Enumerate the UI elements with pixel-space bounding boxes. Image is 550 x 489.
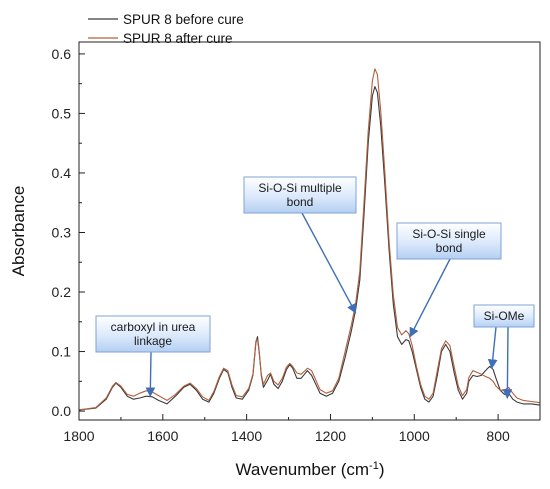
x-axis-title: Wavenumber (cm-1) <box>236 460 385 479</box>
callout-arrow <box>145 351 156 398</box>
series-line-after-cure <box>78 68 541 411</box>
legend-label-after-cure: SPUR 8 after cure <box>123 31 233 46</box>
x-axis-title-sup: -1 <box>369 460 379 472</box>
y-tick-label: 0.2 <box>52 284 72 300</box>
callout-arrow <box>301 212 357 314</box>
legend: SPUR 8 before cure SPUR 8 after cure <box>88 12 244 46</box>
y-tick-label: 0.1 <box>52 344 72 360</box>
callout-arrow <box>487 326 498 370</box>
x-tick-label: 1200 <box>315 428 346 444</box>
callout-si-ome: Si-OMe <box>473 304 535 399</box>
callout-arrow <box>502 326 513 399</box>
callout-box <box>243 176 357 214</box>
y-tick-label: 0.4 <box>52 165 72 181</box>
callout-text-line: linkage <box>134 334 172 348</box>
legend-label-before-cure: SPUR 8 before cure <box>123 12 244 27</box>
series-line-before-cure <box>78 86 541 411</box>
y-tick-label: 0.6 <box>52 46 72 62</box>
callout-text-line: bond <box>436 241 463 255</box>
callout-box <box>396 222 502 260</box>
x-axis-title-main: Wavenumber (cm <box>236 460 370 479</box>
x-tick-label: 1800 <box>63 428 94 444</box>
x-tick-label: 1600 <box>147 428 178 444</box>
callout-box <box>473 304 535 328</box>
y-tick-label: 0.0 <box>52 403 72 419</box>
callout-text-line: Si-OMe <box>484 309 525 323</box>
y-axis-title: Absorbance <box>9 186 28 277</box>
callout-arrow <box>409 258 451 338</box>
y-tick-label: 0.3 <box>52 224 72 240</box>
x-tick-label: 1000 <box>399 428 430 444</box>
series-layer <box>78 68 541 411</box>
callout-text-line: Si-O-Si multiple <box>258 181 342 195</box>
x-tick-label: 800 <box>486 428 510 444</box>
callout-text-line: carboxyl in urea <box>111 320 196 334</box>
x-tick-label: 1400 <box>231 428 262 444</box>
ticks-layer: 1800 1600 1400 1200 1000 800 0.0 0.1 0.2 0.3 0.4 0.… <box>52 46 541 444</box>
callout-text-line: Si-O-Si single <box>412 227 486 241</box>
callout-text-line: bond <box>287 195 314 209</box>
plot-frame <box>78 41 541 421</box>
x-axis-title-end: ) <box>379 460 385 479</box>
callout-box <box>95 315 211 353</box>
y-tick-label: 0.5 <box>52 105 72 121</box>
